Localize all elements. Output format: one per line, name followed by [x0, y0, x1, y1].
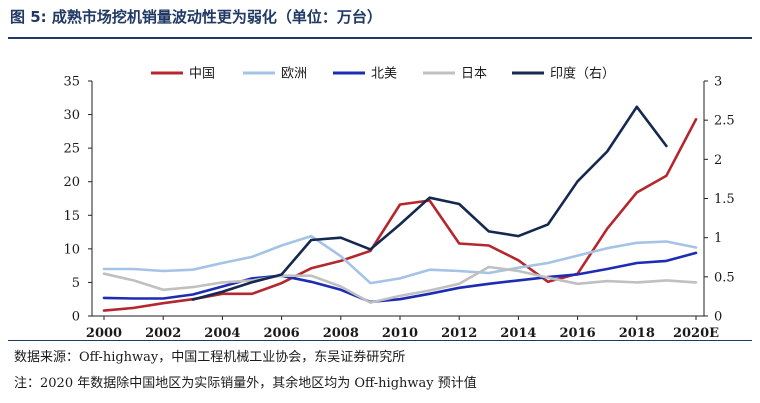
series-line-3: [102, 265, 698, 304]
y-right-tick-label: 3: [714, 75, 722, 90]
y-left-tick-label: 10: [63, 242, 80, 257]
y-ticks-right: 0 0.5 1 1.5 2 2.5 3: [704, 75, 735, 325]
x-tick-label: 2020E: [673, 326, 719, 340]
y-left-tick-label: 25: [63, 142, 80, 157]
y-ticks-left: 0 5 10 15 20 25 30 35: [63, 75, 92, 325]
remark-note: 注：2020 年数据除中国地区为实际销量外，其余地区均为 Off-highway…: [14, 376, 477, 391]
legend-label: 日本: [461, 67, 487, 82]
x-tick-label: 2002: [145, 326, 181, 340]
y-left-tick-label: 5: [72, 276, 80, 291]
y-left-tick-label: 30: [63, 108, 80, 123]
x-tick-label: 2010: [382, 326, 418, 340]
legend-label: 中国: [189, 67, 215, 82]
legend-label: 北美: [371, 67, 397, 82]
y-right-tick-label: 2: [714, 153, 722, 168]
y-left-tick-label: 20: [63, 175, 80, 190]
x-tick-label: 2004: [204, 326, 240, 340]
y-right-tick-label: 1: [714, 231, 722, 246]
x-ticks: 2000 2002 2004 2006 2008 2010 2012 2014 2016 2018…: [86, 316, 719, 340]
x-tick-label: 2006: [264, 326, 300, 340]
x-tick-label: 2000: [86, 326, 122, 340]
series-line-1: [102, 234, 698, 285]
x-tick-label: 2008: [323, 326, 359, 340]
series-line-2: [102, 251, 698, 304]
series-lines: [102, 105, 698, 312]
line-chart: 中国 欧洲 北美 日本 印度（右） 0 5 10 15 20 25 30 35 0 0.5 1 1.5 2 2.…: [63, 66, 735, 341]
y-left-tick-label: 0: [72, 310, 80, 325]
x-tick-label: 2018: [619, 326, 655, 340]
series-line-4: [191, 105, 668, 301]
y-left-tick-label: 15: [63, 209, 80, 224]
top-rule: [8, 37, 752, 39]
source-note: 数据来源：Off-highway，中国工程机械工业协会，东吴证券研究所: [14, 350, 406, 365]
y-right-tick-label: 2.5: [714, 114, 735, 129]
y-left-tick-label: 35: [63, 75, 80, 90]
legend-label: 印度（右）: [550, 66, 615, 82]
y-right-tick-label: 0: [714, 310, 722, 325]
figure-title: 图 5: 成熟市场挖机销量波动性更为弱化（单位：万台）: [10, 8, 382, 26]
y-right-tick-label: 1.5: [714, 192, 735, 207]
x-tick-label: 2012: [441, 326, 477, 340]
y-right-tick-label: 0.5: [714, 270, 735, 285]
bottom-rule: [8, 340, 752, 341]
x-tick-label: 2016: [560, 326, 596, 340]
x-tick-label: 2014: [500, 326, 536, 340]
legend: 中国 欧洲 北美 日本 印度（右）: [151, 66, 615, 82]
legend-label: 欧洲: [281, 67, 307, 82]
